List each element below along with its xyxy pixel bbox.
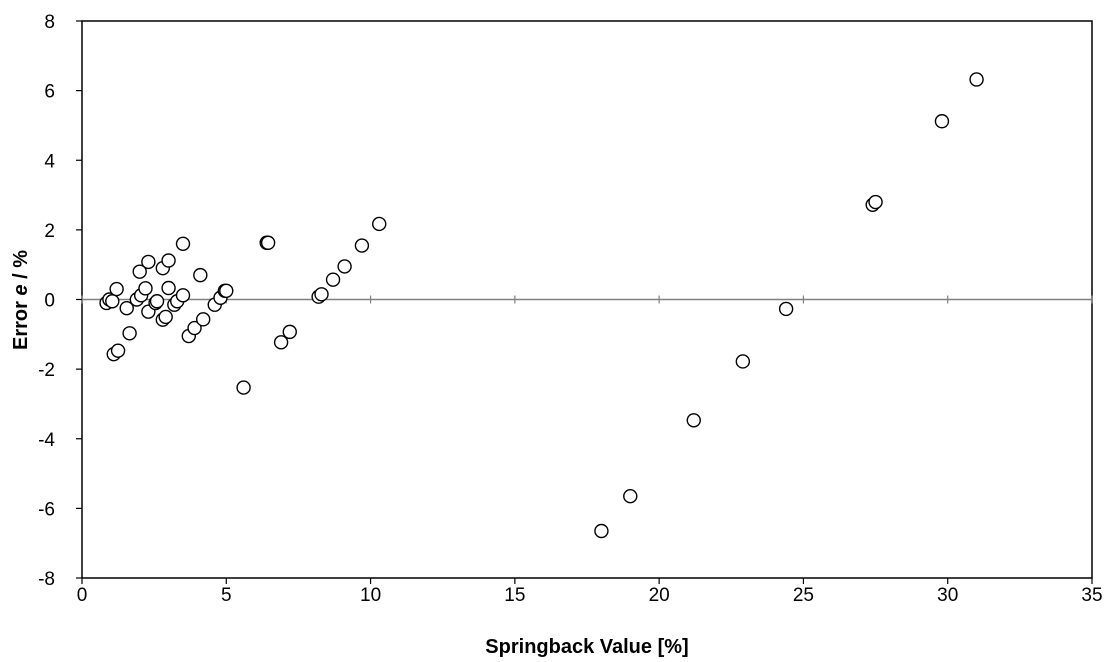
y-axis-title-suffix: / %: [10, 250, 32, 285]
data-point: [934, 114, 950, 129]
y-axis-title-prefix: Error: [10, 296, 32, 350]
data-point: [175, 236, 191, 252]
y-tick-label: 4: [44, 151, 55, 172]
data-point: [236, 380, 251, 395]
data-point: [735, 354, 751, 369]
y-tick-label: -8: [38, 569, 55, 590]
x-axis-title: Springback Value [%]: [485, 636, 688, 658]
x-tick-label: 5: [221, 585, 232, 606]
y-axis-title-variable: e: [10, 284, 32, 295]
y-tick-label: -6: [38, 499, 55, 520]
data-point: [141, 254, 156, 270]
data-point: [119, 301, 134, 316]
x-tick-label: 15: [504, 585, 525, 606]
y-tick-label: 0: [44, 291, 55, 312]
data-point: [314, 287, 329, 302]
x-tick-label: 0: [77, 585, 88, 606]
data-point: [969, 72, 984, 87]
x-tick-label: 35: [1081, 585, 1102, 606]
data-point: [105, 294, 120, 309]
data-point: [193, 267, 208, 283]
data-point: [372, 216, 387, 232]
data-point: [868, 194, 883, 210]
data-point: [325, 272, 341, 287]
data-point: [354, 238, 370, 253]
y-tick-label: -2: [38, 360, 55, 381]
data-point: [337, 259, 352, 274]
data-point: [623, 488, 638, 504]
data-point: [219, 283, 234, 298]
data-point: [175, 288, 191, 303]
data-point: [158, 309, 173, 325]
y-tick-label: 6: [44, 82, 55, 103]
x-tick-label: 25: [793, 585, 814, 606]
y-axis-title: Error e / %: [10, 250, 32, 350]
data-point: [161, 253, 176, 268]
data-point: [138, 281, 153, 296]
x-tick-label: 30: [937, 585, 958, 606]
data-point: [187, 320, 202, 336]
data-point: [109, 281, 124, 297]
data-point: [594, 523, 609, 539]
data-point: [282, 324, 297, 340]
x-tick-label: 10: [360, 585, 381, 606]
x-tick-label: 20: [649, 585, 670, 606]
data-point: [110, 343, 126, 358]
data-point: [195, 312, 211, 327]
data-point: [132, 264, 147, 279]
data-point: [122, 326, 137, 341]
data-points: [99, 72, 984, 539]
data-point: [161, 280, 176, 296]
y-tick-label: 8: [44, 12, 55, 33]
axis-layer: 0 5 10 15 20 25 30 35 -8 -6 -4 -2 0 2 4 6 8: [38, 12, 1102, 606]
y-tick-label: -4: [38, 430, 55, 451]
data-point: [686, 413, 701, 428]
data-point: [149, 294, 165, 309]
data-point: [273, 335, 289, 350]
y-tick-label: 2: [44, 221, 55, 242]
data-point: [778, 301, 794, 317]
data-point: [260, 235, 276, 250]
